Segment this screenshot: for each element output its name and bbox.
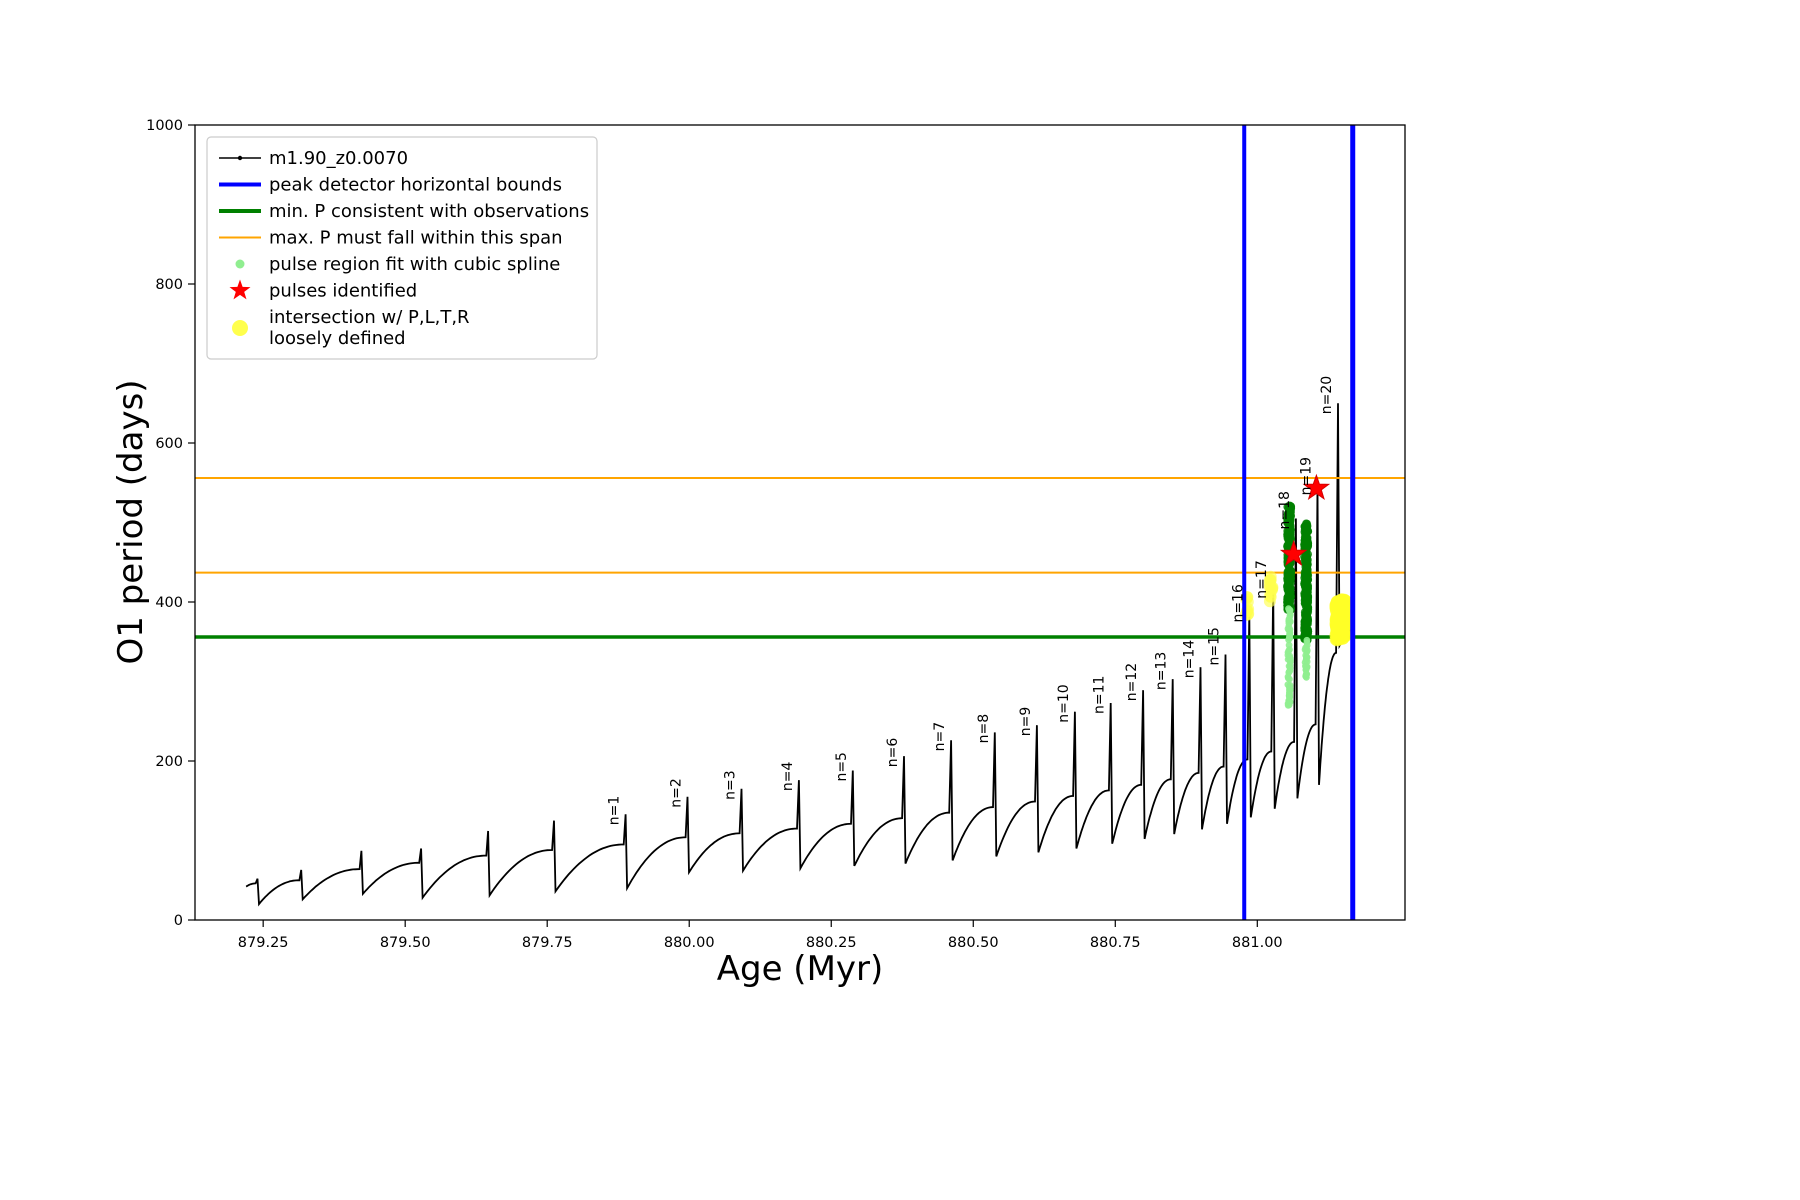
- pulse-label-n=5: n=5: [834, 752, 850, 782]
- spline-region-3: [1300, 519, 1313, 645]
- pulse-label-n=13: n=13: [1154, 652, 1170, 690]
- legend-label-1: m1.90_z0.0070: [269, 148, 408, 169]
- x-axis-title: Age (Myr): [716, 949, 884, 989]
- legend-label-5: pulse region fit with cubic spline: [269, 254, 560, 275]
- pulse-label-n=19: n=19: [1299, 457, 1315, 495]
- pulse-label-n=4: n=4: [780, 761, 796, 791]
- y-tick-label: 800: [155, 277, 183, 293]
- pulse-label-n=6: n=6: [885, 738, 901, 768]
- axes-frame: [194, 124, 1406, 921]
- spline-region-4: [1301, 636, 1311, 681]
- y-tick-label: 0: [174, 913, 183, 929]
- legend-marker-dot: [237, 155, 243, 161]
- y-tick-label: 1000: [146, 118, 183, 134]
- pulse-star-2: [1302, 473, 1331, 501]
- x-tick-label: 879.25: [238, 935, 289, 951]
- pulse-label-n=7: n=7: [932, 722, 948, 752]
- pulse-label-n=9: n=9: [1018, 707, 1034, 737]
- legend-label-7: intersection w/ P,L,T,R: [269, 307, 470, 328]
- x-tick-label: 880.00: [664, 935, 715, 951]
- pulse-star-1: [1279, 539, 1308, 567]
- legend-marker-dot: [235, 259, 245, 269]
- legend-marker-star: [229, 279, 251, 300]
- pulse-label-n=1: n=1: [607, 796, 623, 826]
- x-tick-label: 880.75: [1090, 935, 1141, 951]
- pulse-label-n=3: n=3: [722, 770, 738, 800]
- pulse-label-n=2: n=2: [669, 778, 685, 808]
- pulse-label-n=16: n=16: [1230, 584, 1246, 623]
- pulse-label-n=20: n=20: [1319, 376, 1335, 414]
- legend-label-3: min. P consistent with observations: [269, 201, 589, 222]
- legend-label-6: pulses identified: [269, 281, 417, 302]
- pulse-label-n=12: n=12: [1124, 663, 1140, 701]
- x-tick-label: 879.75: [522, 935, 573, 951]
- legend-marker-dot: [232, 320, 248, 336]
- y-axis-title: O1 period (days): [111, 379, 151, 665]
- y-tick-label: 400: [155, 595, 183, 611]
- x-tick-label: 880.25: [806, 935, 857, 951]
- legend-label-7b: loosely defined: [269, 328, 406, 349]
- pulse-label-n=15: n=15: [1206, 627, 1222, 665]
- legend-label-2: peak detector horizontal bounds: [269, 175, 562, 196]
- x-tick-label: 879.50: [380, 935, 431, 951]
- spline-region-2: [1284, 605, 1294, 709]
- y-tick-label: 600: [155, 436, 183, 452]
- intersection-region-2: [1263, 570, 1279, 608]
- plot-area: n=1 n=2 n=3 n=4 n=5 n=6 n=7 n=8 n=9 n=10 n=11 n=12 n…: [195, 125, 1405, 920]
- pulse-label-n=18: n=18: [1277, 491, 1293, 529]
- y-tick-label: 200: [155, 754, 183, 770]
- pulse-label-n=11: n=11: [1092, 676, 1108, 714]
- pulse-label-n=17: n=17: [1254, 560, 1270, 598]
- intersection-region-3: [1329, 593, 1352, 647]
- pulse-label-n=8: n=8: [976, 714, 992, 744]
- pulse-label-n=10: n=10: [1056, 684, 1072, 722]
- legend-label-4: max. P must fall within this span: [269, 228, 563, 249]
- x-tick-label: 881.00: [1232, 935, 1283, 951]
- pulse-label-n=14: n=14: [1181, 640, 1197, 679]
- legend-box: [206, 136, 598, 360]
- x-tick-label: 880.50: [948, 935, 999, 951]
